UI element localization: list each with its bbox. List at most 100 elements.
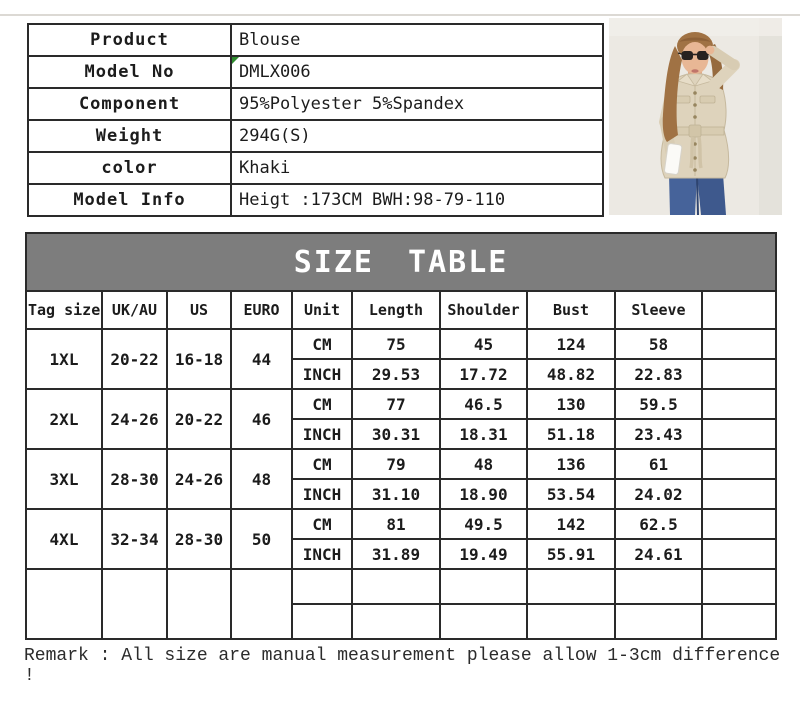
info-label: Model Info: [27, 183, 232, 217]
sleeve-cell: 22.83: [614, 358, 703, 390]
shoulder-cell: 18.90: [439, 478, 528, 510]
sleeve-cell: 24.02: [614, 478, 703, 510]
euro-cell: 50: [230, 508, 293, 570]
shoulder-cell: 18.31: [439, 418, 528, 450]
bust-cell: 51.18: [526, 418, 616, 450]
empty-cell: [700, 418, 778, 450]
column-header-sleeve: Sleeve: [614, 290, 703, 330]
bust-cell: [526, 568, 616, 605]
uk-au-cell: 20-22: [101, 328, 168, 390]
size-table: SIZE TABLE Tag size UK/AU US EURO Unit L…: [24, 232, 778, 640]
sleeve-cell: 24.61: [614, 538, 703, 570]
length-cell: 30.31: [351, 418, 441, 450]
tag-size-cell: 3XL: [25, 448, 103, 510]
sleeve-cell: [614, 603, 703, 640]
euro-cell: 46: [230, 388, 293, 450]
sleeve-cell: 61: [614, 448, 703, 480]
model-face: [681, 42, 709, 74]
length-cell: 79: [351, 448, 441, 480]
unit-cell: INCH: [291, 418, 353, 450]
table-row: color Khaki: [27, 151, 604, 185]
column-header-bust: Bust: [526, 290, 616, 330]
empty-cell: [700, 603, 778, 640]
column-header-shoulder: Shoulder: [439, 290, 528, 330]
size-table-title-row: SIZE TABLE: [24, 232, 778, 292]
bust-cell: 53.54: [526, 478, 616, 510]
size-row-inch-empty: [26, 603, 778, 640]
size-row-cm: 1XL 20-22 16-18 44 CM 75 45 124 58: [25, 328, 778, 390]
size-row-cm: 3XL 28-30 24-26 48 CM 79 48 136 61: [25, 448, 778, 510]
shoulder-cell: 17.72: [439, 358, 528, 390]
tag-size-cell: 2XL: [25, 388, 103, 450]
tag-size-cell: 1XL: [25, 328, 103, 390]
info-value: Blouse: [230, 23, 604, 57]
empty-cell: [700, 448, 778, 480]
length-cell: 75: [351, 328, 441, 360]
length-cell: 31.10: [351, 478, 441, 510]
shoulder-cell: 49.5: [439, 508, 528, 540]
table-row: Weight 294G(S): [27, 119, 604, 153]
shoulder-cell: [439, 568, 528, 605]
info-value: 95%Polyester 5%Spandex: [230, 87, 604, 121]
empty-cell: [700, 478, 778, 510]
unit-cell: INCH: [291, 478, 353, 510]
shoulder-cell: 48: [439, 448, 528, 480]
size-table-header-row: Tag size UK/AU US EURO Unit Length Shoul…: [25, 290, 778, 330]
bust-cell: [526, 603, 616, 640]
tag-size-cell: [25, 568, 103, 640]
product-info-table: Product Blouse Model No DMLX006 Componen…: [27, 23, 604, 217]
uk-au-cell: 28-30: [101, 448, 168, 510]
unit-cell: CM: [291, 448, 353, 480]
model-clutch: [664, 143, 683, 175]
unit-cell: [291, 603, 353, 640]
empty-cell: [700, 328, 778, 360]
us-cell: 24-26: [166, 448, 232, 510]
unit-cell: CM: [291, 508, 353, 540]
tag-size-cell: 4XL: [25, 508, 103, 570]
sleeve-cell: [614, 568, 703, 605]
table-row: Model Info Heigt :173CM BWH:98-79-110: [27, 183, 604, 217]
column-header-length: Length: [351, 290, 441, 330]
unit-cell: CM: [291, 328, 353, 360]
shoulder-cell: 19.49: [439, 538, 528, 570]
sleeve-cell: 59.5: [614, 388, 703, 420]
size-table-title: SIZE TABLE: [24, 232, 778, 292]
model-lips: [691, 69, 699, 73]
size-row-inch: INCH 31.10 18.90 53.54 24.02: [26, 478, 778, 510]
column-header-unit: Unit: [291, 290, 353, 330]
bust-cell: 142: [526, 508, 616, 540]
info-label: Component: [27, 87, 232, 121]
euro-cell: 44: [230, 328, 293, 390]
bust-cell: 130: [526, 388, 616, 420]
euro-cell: 48: [230, 448, 293, 510]
shoulder-cell: 45: [439, 328, 528, 360]
info-value-text: DMLX006: [239, 62, 311, 82]
unit-cell: CM: [291, 388, 353, 420]
column-header-uk-au: UK/AU: [101, 290, 168, 330]
info-label: Product: [27, 23, 232, 57]
size-row-cm: 2XL 24-26 20-22 46 CM 77 46.5 130 59.5: [25, 388, 778, 450]
model-hair-left: [662, 46, 682, 142]
empty-cell: [700, 508, 778, 540]
length-cell: [351, 568, 441, 605]
us-cell: 16-18: [166, 328, 232, 390]
size-row-inch: INCH 29.53 17.72 48.82 22.83: [26, 358, 778, 390]
unit-cell: [291, 568, 353, 605]
size-row-inch: INCH 30.31 18.31 51.18 23.43: [26, 418, 778, 450]
model-sunglasses-icon: [677, 51, 713, 60]
info-label: Model No: [27, 55, 232, 89]
remark-text: Remark : All size are manual measurement…: [24, 646, 781, 686]
table-row: Product Blouse: [27, 23, 604, 57]
top-divider-line: [0, 14, 800, 16]
bust-cell: 124: [526, 328, 616, 360]
column-header-us: US: [166, 290, 232, 330]
info-value: 294G(S): [230, 119, 604, 153]
unit-cell: INCH: [291, 538, 353, 570]
info-label: Weight: [27, 119, 232, 153]
sleeve-cell: 58: [614, 328, 703, 360]
length-cell: 77: [351, 388, 441, 420]
empty-cell: [700, 538, 778, 570]
uk-au-cell: 24-26: [101, 388, 168, 450]
sleeve-cell: 62.5: [614, 508, 703, 540]
uk-au-cell: [101, 568, 168, 640]
